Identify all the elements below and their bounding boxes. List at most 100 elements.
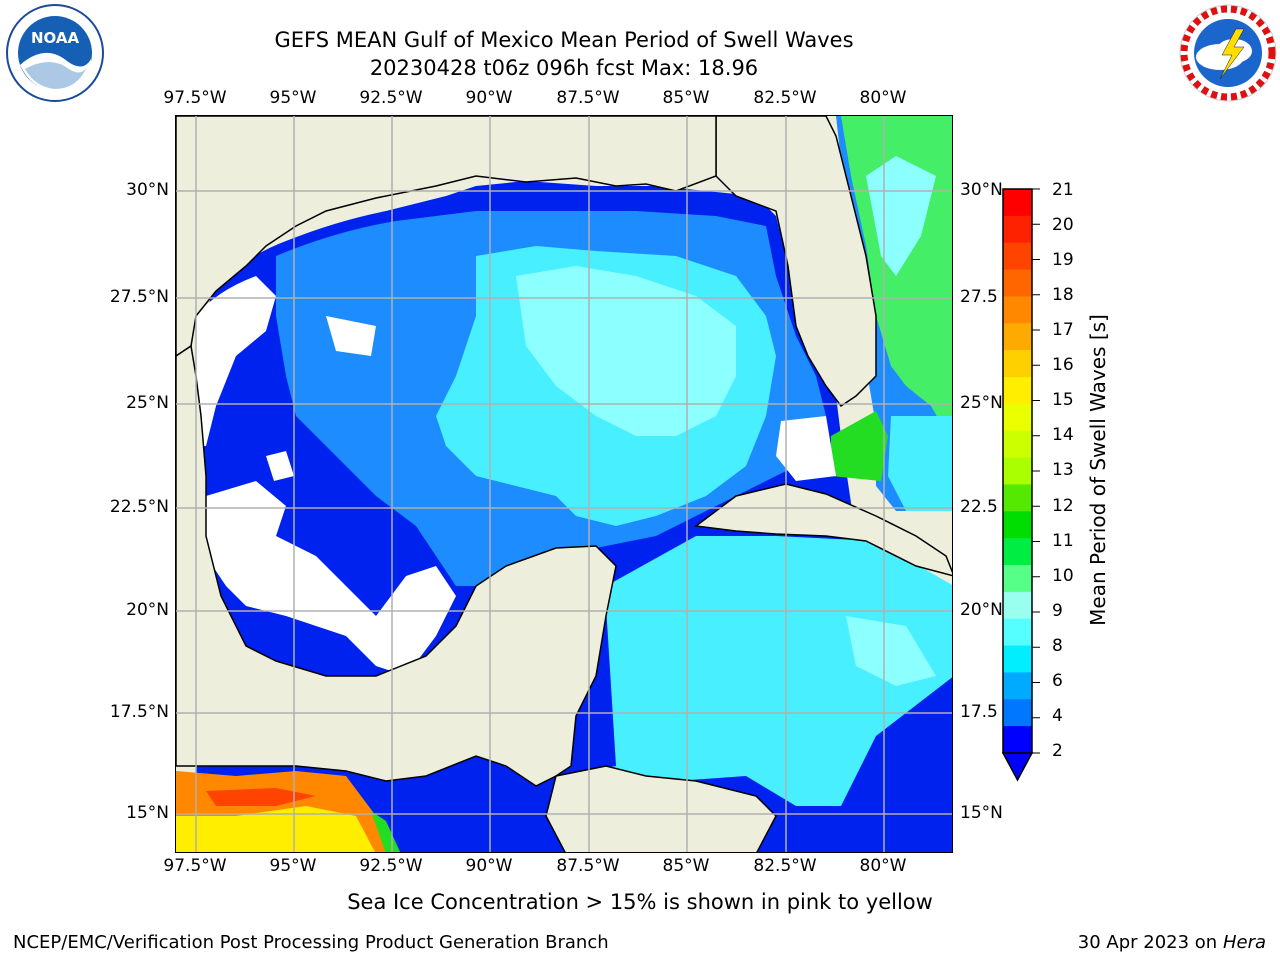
- nws-logo: [1176, 3, 1280, 107]
- no-data-patch-mid: [266, 451, 294, 481]
- colorbar-label: 8: [1052, 636, 1063, 656]
- pacific-red-patch: [206, 788, 316, 806]
- colorbar-segment: [1003, 457, 1032, 485]
- svg-text:NOAA: NOAA: [31, 29, 80, 47]
- lat-tick-right: 15°N: [960, 803, 1003, 823]
- colorbar-segment: [1003, 565, 1032, 593]
- florida-landmass: [715, 116, 877, 408]
- colorbar-label: 12: [1052, 496, 1074, 516]
- colorbar-svg: [1001, 188, 1040, 782]
- lat-tick-left: 22.5°N: [109, 497, 169, 517]
- lon-tick-top: 92.5°W: [359, 88, 423, 108]
- date-text: 30 Apr 2023 on Hera: [1078, 932, 1266, 953]
- colorbar-title: Mean Period of Swell Waves [s]: [1086, 314, 1110, 626]
- lon-tick-bottom: 97.5°W: [163, 856, 227, 876]
- lat-tick-left: 27.5°N: [109, 287, 169, 307]
- colorbar-segment: [1003, 323, 1032, 351]
- colorbar-segment: [1003, 215, 1032, 244]
- lat-tick-left: 15°N: [126, 803, 169, 823]
- colorbar-segment: [1003, 726, 1032, 754]
- east-gulf-no-data: [776, 416, 836, 481]
- lon-tick-top: 82.5°W: [753, 88, 817, 108]
- colorbar-label: 11: [1052, 531, 1074, 551]
- colorbar-label: 17: [1052, 320, 1074, 340]
- colorbar-segment: [1003, 350, 1032, 378]
- lat-tick-left: 20°N: [126, 600, 169, 620]
- caribbean-cyan-field: [586, 536, 952, 806]
- colorbar-label: 19: [1052, 250, 1074, 270]
- colorbar-label: 13: [1052, 460, 1074, 480]
- map-frame: [175, 115, 953, 853]
- colorbar-segment: [1003, 484, 1032, 512]
- map-grid: [176, 116, 952, 852]
- colorbar-label: 6: [1052, 671, 1063, 691]
- colorbar-segment: [1003, 538, 1032, 566]
- bahamas-cyan: [888, 416, 952, 511]
- no-data-patch-sw: [326, 316, 376, 356]
- lon-tick-bottom: 87.5°W: [556, 856, 620, 876]
- colorbar-segment: [1003, 511, 1032, 539]
- colorbar-segment: [1003, 296, 1032, 324]
- cuba-landmass: [694, 483, 952, 577]
- lat-tick-right: 30°N: [960, 180, 1003, 200]
- lon-tick-top: 97.5°W: [163, 88, 227, 108]
- lon-tick-top: 95°W: [269, 88, 317, 108]
- colorbar-segment: [1003, 591, 1032, 620]
- lat-tick-left: 17.5°N: [109, 702, 169, 722]
- colorbar-segment: [1003, 189, 1032, 217]
- colorbar-segment: [1003, 377, 1032, 405]
- lon-tick-top: 85°W: [662, 88, 710, 108]
- colorbar-segment: [1003, 672, 1032, 700]
- pacific-green-fringe: [371, 811, 401, 852]
- colorbar-segment: [1003, 645, 1032, 673]
- colorbar-label: 10: [1052, 566, 1074, 586]
- lon-tick-bottom: 90°W: [465, 856, 513, 876]
- pacific-yellow-field: [176, 806, 375, 852]
- colorbar-segment: [1003, 242, 1032, 271]
- lat-tick-right: 27.5: [960, 287, 998, 307]
- lat-tick-right: 20°N: [960, 600, 1003, 620]
- no-data-patch-west-gulf: [206, 481, 456, 676]
- lat-tick-right: 22.5: [960, 497, 998, 517]
- lat-tick-left: 30°N: [126, 180, 169, 200]
- colorbar-label: 4: [1052, 706, 1063, 726]
- colorbar-extend-arrow: [1001, 752, 1034, 782]
- colorbar-label: 18: [1052, 285, 1074, 305]
- us-gulf-coast-land: [176, 116, 717, 357]
- central-america-landmass: [545, 765, 777, 852]
- colorbar-segment: [1003, 403, 1032, 432]
- lon-tick-bottom: 95°W: [269, 856, 317, 876]
- colorbar-label: 14: [1052, 425, 1074, 445]
- colorbar-label: 15: [1052, 390, 1074, 410]
- lon-tick-top: 87.5°W: [556, 88, 620, 108]
- credit-text: NCEP/EMC/Verification Post Processing Pr…: [13, 932, 609, 953]
- noaa-logo: NOAA: [5, 3, 105, 107]
- caribbean-light-cyan: [846, 616, 936, 686]
- lat-tick-right: 17.5: [960, 702, 998, 722]
- lon-tick-top: 80°W: [859, 88, 907, 108]
- lat-tick-right: 25°N: [960, 393, 1003, 413]
- colorbar-label: 9: [1052, 601, 1063, 621]
- colorbar: [1001, 188, 1062, 792]
- lon-tick-bottom: 85°W: [662, 856, 710, 876]
- gulf-light-cyan-core: [516, 266, 736, 436]
- lon-tick-top: 90°W: [465, 88, 513, 108]
- colorbar-label: 16: [1052, 355, 1074, 375]
- lat-tick-left: 25°N: [126, 393, 169, 413]
- machine-name: Hera: [1222, 932, 1266, 953]
- colorbar-label: 20: [1052, 215, 1074, 235]
- colorbar-label: 21: [1052, 180, 1074, 200]
- florida-straits-green: [831, 411, 888, 481]
- chart-subtitle: 20230428 t06z 096h fcst Max: 18.96: [369, 56, 759, 80]
- lon-tick-bottom: 92.5°W: [359, 856, 423, 876]
- caribbean-deep-blue-southeast: [836, 677, 952, 852]
- chart-title: GEFS MEAN Gulf of Mexico Mean Period of …: [274, 28, 854, 52]
- colorbar-segment: [1003, 269, 1032, 297]
- sea-ice-note: Sea Ice Concentration > 15% is shown in …: [347, 890, 933, 914]
- colorbar-segment: [1003, 618, 1032, 647]
- colorbar-segment: [1003, 699, 1032, 727]
- swell-period-map: [176, 116, 952, 852]
- lon-tick-bottom: 80°W: [859, 856, 907, 876]
- mexico-landmass: [176, 344, 617, 787]
- colorbar-segment: [1003, 430, 1032, 459]
